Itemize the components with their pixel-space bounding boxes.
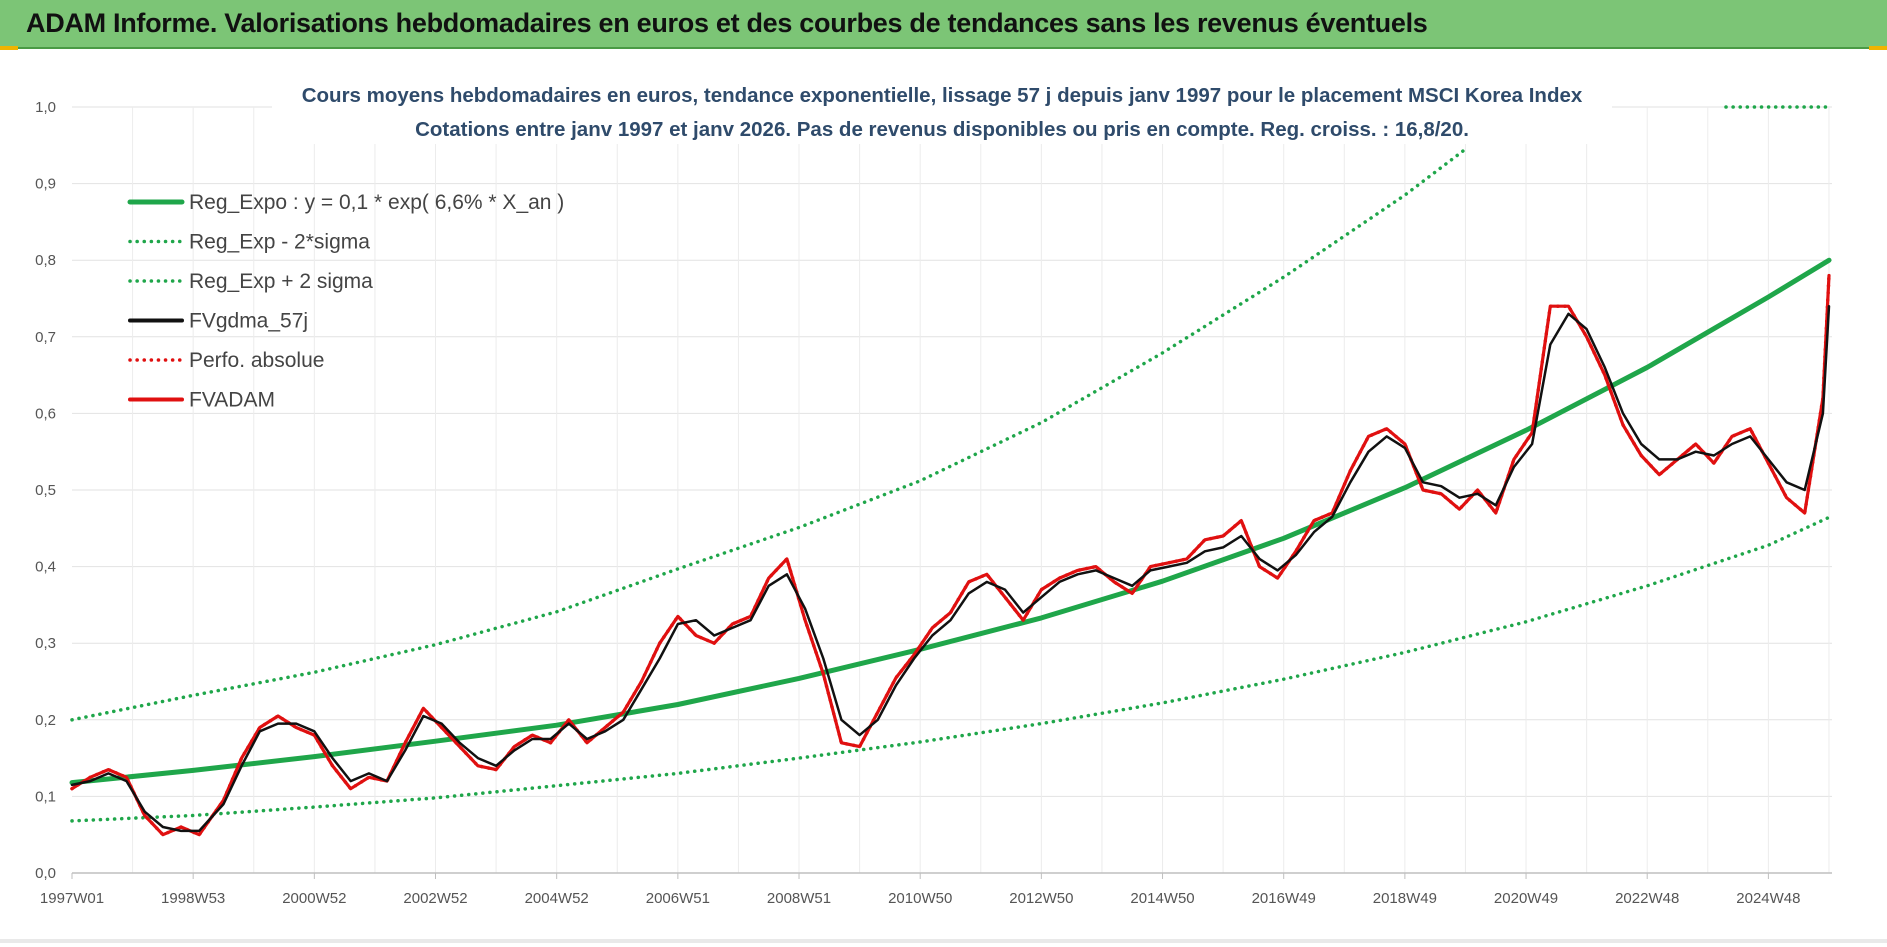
y-tick-label: 0,3 (35, 635, 56, 652)
x-tick-label: 2024W48 (1736, 890, 1800, 907)
y-tick-label: 0,9 (35, 176, 56, 193)
chart-titles: Cours moyens hebdomadaires en euros, ten… (272, 72, 1612, 144)
title-box (272, 72, 1612, 144)
series-line-5 (70, 273, 1831, 837)
x-tick-label: 2008W51 (767, 890, 831, 907)
y-tick-label: 0,5 (35, 482, 56, 499)
x-tick-label: 2006W51 (646, 890, 710, 907)
series-line-1 (70, 514, 1834, 823)
corner-mark-right (1869, 46, 1887, 52)
y-tick-label: 0,6 (35, 405, 56, 422)
x-tick-label: 2014W50 (1130, 890, 1194, 907)
x-tick-label: 2000W52 (282, 890, 346, 907)
legend-label: Reg_Exp + 2 sigma (189, 270, 373, 293)
page-bottom-rule (0, 939, 1887, 943)
legend-label: Perfo. absolue (189, 349, 324, 372)
y-tick-label: 0,8 (35, 252, 56, 269)
report-banner: ADAM Informe. Valorisations hebdomadaire… (0, 0, 1887, 49)
series-line-3 (70, 304, 1831, 833)
y-tick-label: 0,2 (35, 712, 56, 729)
chart-title: Cours moyens hebdomadaires en euros, ten… (302, 84, 1583, 107)
legend-label: Reg_Exp - 2*sigma (189, 231, 370, 254)
corner-mark-left (0, 46, 18, 52)
legend: Reg_Expo : y = 0,1 * exp( 6,6% * X_an ) R… (127, 191, 564, 412)
x-tick-label: 2012W50 (1009, 890, 1073, 907)
y-tick-label: 0,4 (35, 559, 56, 576)
series-line-2 (70, 147, 1468, 722)
banner-title: ADAM Informe. Valorisations hebdomadaire… (26, 8, 1428, 38)
x-tick-label: 1997W01 (40, 890, 104, 907)
y-tick-label: 1,0 (35, 99, 56, 116)
x-tick-label: 2020W49 (1494, 890, 1558, 907)
x-tick-label: 2004W52 (525, 890, 589, 907)
chart-subtitle: Cotations entre janv 1997 et janv 2026. … (415, 118, 1469, 141)
line-chart: Cours moyens hebdomadaires en euros, ten… (0, 50, 1887, 939)
x-tick-label: 1998W53 (161, 890, 225, 907)
x-tick-label: 2002W52 (403, 890, 467, 907)
tick-labels: 0,0 0,1 0,2 0,3 0,4 0,5 0,6 0,7 0,8 0,9 1,0 1997W01… (35, 99, 1800, 907)
y-tick-label: 0,1 (35, 788, 56, 805)
series-line-0 (69, 257, 1832, 786)
y-tick-label: 0,0 (35, 865, 56, 882)
x-tick-label: 2010W50 (888, 890, 952, 907)
legend-label: FVADAM (189, 389, 275, 412)
x-tick-label: 2022W48 (1615, 890, 1679, 907)
legend-label: Reg_Expo : y = 0,1 * exp( 6,6% * X_an ) (189, 191, 564, 214)
x-tick-label: 2016W49 (1252, 890, 1316, 907)
x-tick-label: 2018W49 (1373, 890, 1437, 907)
y-tick-label: 0,7 (35, 329, 56, 346)
legend-label: FVgdma_57j (189, 310, 308, 333)
series-group (69, 105, 1834, 837)
